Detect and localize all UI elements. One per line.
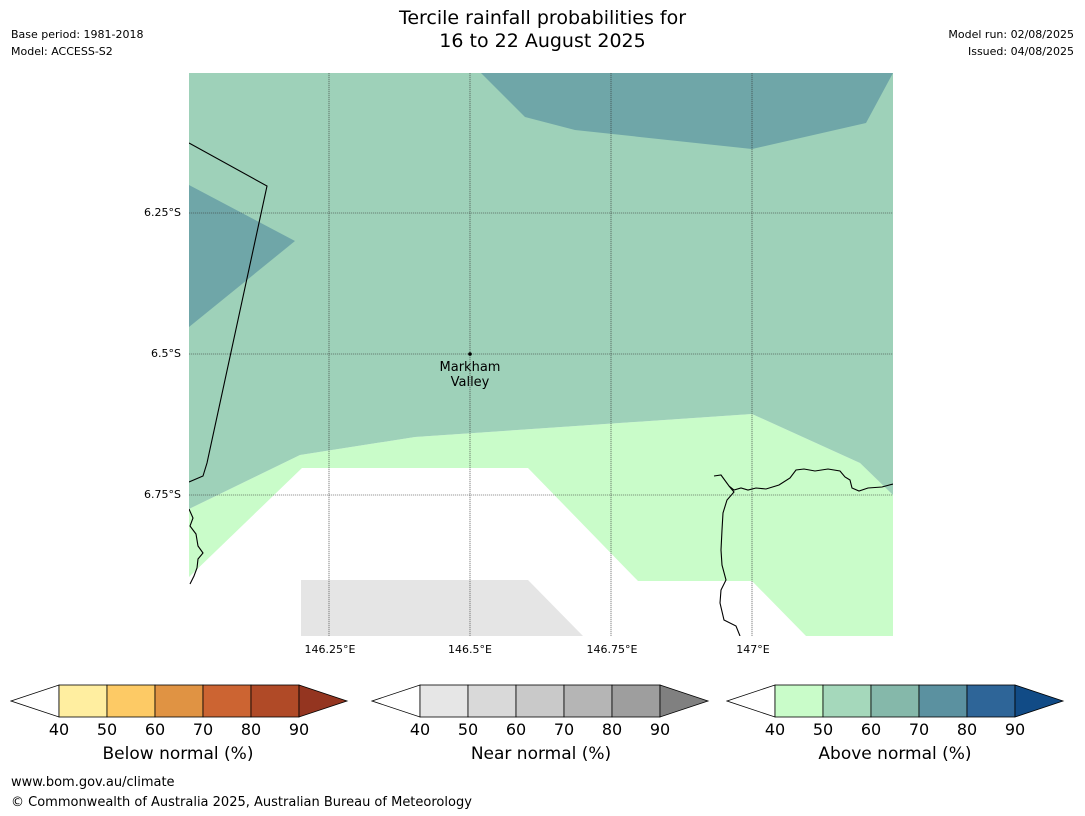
above-colorbar-high-extend xyxy=(1014,684,1065,718)
lat-label-6-5: 6.5°S xyxy=(151,347,181,360)
near-normal-40-region xyxy=(301,580,583,636)
near-colorbar-low-extend xyxy=(371,684,421,718)
base-period-text: Base period: 1981-2018 xyxy=(11,28,144,41)
place-label-line-2: Valley xyxy=(450,375,490,390)
above-colorbar-low-extend xyxy=(726,684,776,718)
near-colorbar-swatch-80 xyxy=(611,684,661,718)
below-colorbar-swatch-40 xyxy=(58,684,108,718)
above-tick-40: 40 xyxy=(764,720,786,739)
title-line-1: Tercile rainfall probabilities for xyxy=(398,7,687,29)
page-title: Tercile rainfall probabilities for 16 to… xyxy=(300,7,785,53)
above-colorbar-swatch-60 xyxy=(870,684,920,718)
above-tick-70: 70 xyxy=(908,720,930,739)
coastline-west xyxy=(189,508,204,585)
near-tick-80: 80 xyxy=(601,720,623,739)
lon-label-146-25: 146.25°E xyxy=(304,643,356,656)
below-tick-80: 80 xyxy=(240,720,262,739)
above-normal-40-region xyxy=(189,414,893,636)
colorbar-title-near: Near normal (%) xyxy=(470,744,612,764)
lon-label-146-75: 146.75°E xyxy=(586,643,638,656)
above-tick-50: 50 xyxy=(812,720,834,739)
below-tick-70: 70 xyxy=(192,720,214,739)
above-tick-80: 80 xyxy=(956,720,978,739)
below-colorbar-swatch-80 xyxy=(250,684,300,718)
above-colorbar-swatch-70 xyxy=(918,684,968,718)
meta-left: Base period: 1981-2018 Model: ACCESS-S2 xyxy=(11,26,143,60)
colorbar-near-normal xyxy=(371,684,710,718)
below-tick-60: 60 xyxy=(144,720,166,739)
near-tick-50: 50 xyxy=(457,720,479,739)
above-tick-60: 60 xyxy=(860,720,882,739)
lon-label-147: 147°E xyxy=(736,643,770,656)
above-normal-60-region-left xyxy=(189,185,295,327)
below-colorbar-swatch-70 xyxy=(202,684,252,718)
colorbar-title-above: Above normal (%) xyxy=(818,744,972,764)
below-tick-40: 40 xyxy=(48,720,70,739)
meta-right: Model run: 02/08/2025 Issued: 04/08/2025 xyxy=(948,26,1074,60)
near-tick-90: 90 xyxy=(649,720,671,739)
near-colorbar-swatch-60 xyxy=(515,684,565,718)
below-colorbar-swatch-50 xyxy=(106,684,156,718)
river-line xyxy=(719,485,741,636)
colorbar-above-normal xyxy=(726,684,1065,718)
above-normal-60-region-top xyxy=(481,73,893,149)
colorbar-title-below: Below normal (%) xyxy=(102,744,254,764)
above-colorbar-swatch-50 xyxy=(822,684,872,718)
near-tick-40: 40 xyxy=(409,720,431,739)
place-label-line-1: Markham xyxy=(439,360,501,375)
below-colorbar-swatch-60 xyxy=(154,684,204,718)
province-boundary xyxy=(189,142,268,483)
coastline-east xyxy=(713,468,893,492)
above-normal-50-region xyxy=(189,73,893,509)
issued-text: Issued: 04/08/2025 xyxy=(967,45,1074,58)
above-colorbar-swatch-40 xyxy=(774,684,824,718)
near-colorbar-swatch-50 xyxy=(467,684,517,718)
colorbar-below-normal xyxy=(10,684,349,718)
above-colorbar-swatch-80 xyxy=(966,684,1016,718)
below-tick-50: 50 xyxy=(96,720,118,739)
lon-label-146-5: 146.5°E xyxy=(448,643,492,656)
near-tick-60: 60 xyxy=(505,720,527,739)
model-text: Model: ACCESS-S2 xyxy=(11,45,113,58)
near-colorbar-high-extend xyxy=(659,684,710,718)
footer-copyright: © Commonwealth of Australia 2025, Austra… xyxy=(11,795,472,810)
title-line-2: 16 to 22 August 2025 xyxy=(439,30,646,52)
below-tick-90: 90 xyxy=(288,720,310,739)
above-tick-90: 90 xyxy=(1004,720,1026,739)
lat-label-6-25: 6.25°S xyxy=(144,206,181,219)
near-colorbar-swatch-70 xyxy=(563,684,613,718)
below-colorbar-high-extend xyxy=(298,684,349,718)
near-colorbar-swatch-40 xyxy=(419,684,469,718)
footer-url[interactable]: www.bom.gov.au/climate xyxy=(11,775,175,790)
model-run-text: Model run: 02/08/2025 xyxy=(948,28,1074,41)
place-marker-dot xyxy=(468,352,472,356)
near-tick-70: 70 xyxy=(553,720,575,739)
below-colorbar-low-extend xyxy=(10,684,60,718)
lat-label-6-75: 6.75°S xyxy=(144,488,181,501)
place-label: Markham Valley xyxy=(420,360,520,390)
